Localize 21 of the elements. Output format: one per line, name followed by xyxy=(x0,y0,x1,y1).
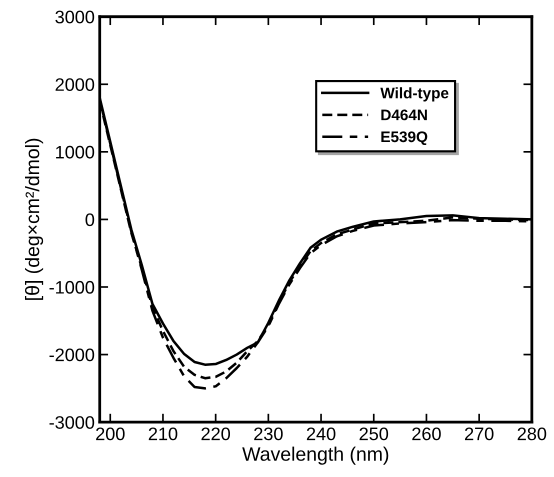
x-tick-label: 280 xyxy=(518,427,546,440)
x-tick-label: 230 xyxy=(254,427,283,440)
y-tick-label: 2000 xyxy=(56,78,94,91)
x-tick-label: 210 xyxy=(148,427,178,440)
y-axis-title: [θ] (deg×cm²/dmol) xyxy=(25,138,44,300)
y-tick-label: -1000 xyxy=(49,280,94,294)
x-tick-label: 260 xyxy=(412,427,441,440)
x-axis-title: Wavelength (nm) xyxy=(242,446,388,465)
legend-label: Wild-type xyxy=(380,87,448,102)
y-tick-label: 1000 xyxy=(56,146,94,159)
x-tick-label: 220 xyxy=(202,427,230,440)
x-tick-label: 200 xyxy=(96,427,125,440)
legend-label: E539Q xyxy=(381,131,428,146)
legend-label: D464N xyxy=(381,109,427,120)
y-tick-label: -3000 xyxy=(49,416,94,429)
y-tick-label: -2000 xyxy=(49,348,94,362)
x-tick-label: 270 xyxy=(464,427,494,440)
x-tick-label: 250 xyxy=(360,427,388,440)
x-tick-label: 240 xyxy=(306,427,336,440)
y-tick-label: 3000 xyxy=(55,10,94,24)
y-tick-label: 0 xyxy=(86,213,94,226)
